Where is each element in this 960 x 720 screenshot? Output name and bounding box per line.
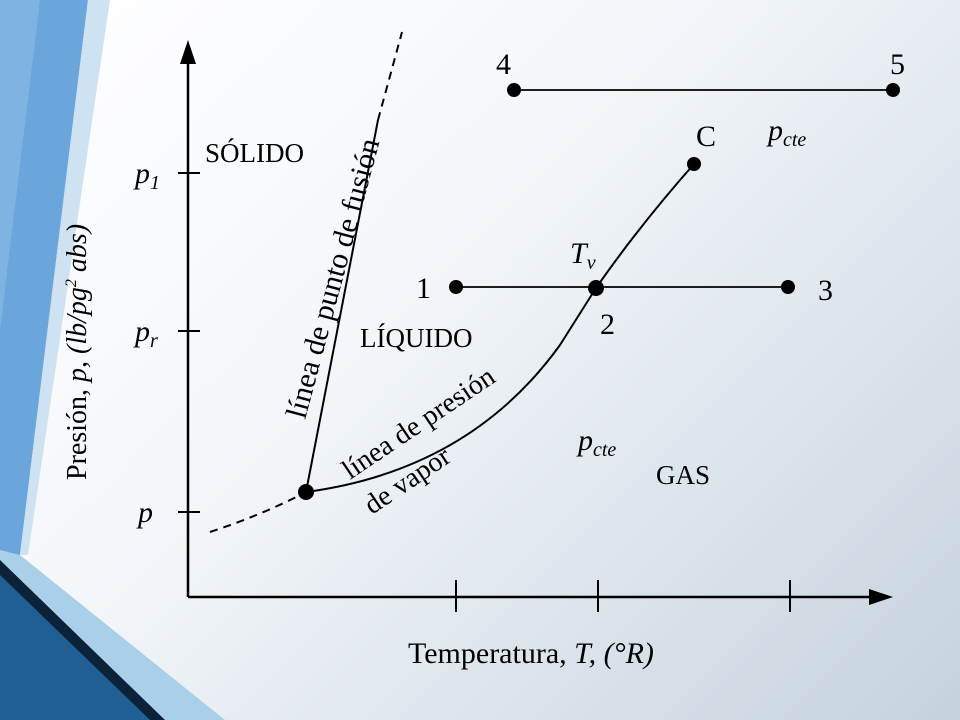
- point-3: [781, 280, 795, 294]
- curves: [209, 31, 893, 533]
- y-tick-label-pr: pr: [133, 315, 158, 352]
- point-1: [449, 280, 463, 294]
- y-tick-label-p: p: [136, 496, 153, 529]
- region-gas-label: GAS: [656, 460, 710, 490]
- decorative-left-band: [0, 0, 110, 555]
- point-2-label: 2: [600, 308, 615, 341]
- fusion-line-label: línea de punto de fusión: [280, 135, 386, 422]
- vapor-pressure-line: [305, 163, 695, 493]
- point-3-label: 3: [818, 274, 833, 307]
- tv-label: Tv: [570, 237, 596, 274]
- point-1-label: 1: [416, 272, 431, 305]
- sublimation-line-dashed: [209, 491, 307, 533]
- y-axis-arrow-icon: [180, 40, 196, 64]
- y-tick-labels: p1 pr p: [133, 157, 160, 529]
- pcte-label-bottom: pcte: [576, 424, 616, 461]
- point-4: [507, 83, 521, 97]
- critical-point-label: C: [696, 120, 716, 153]
- triple-point: [298, 484, 314, 500]
- x-axis-title: Temperatura, T, (°R): [408, 637, 654, 670]
- points: [298, 83, 900, 500]
- point-5-label: 5: [890, 48, 905, 81]
- y-axis-title: Presión, p, (lb/pg2 abs): [62, 224, 93, 480]
- region-liquid-label: LÍQUIDO: [360, 323, 472, 353]
- region-solid-label: SÓLIDO: [205, 138, 304, 168]
- y-tick-label-p1: p1: [133, 157, 160, 194]
- point-5: [886, 83, 900, 97]
- axes: [178, 40, 893, 612]
- critical-point: [687, 157, 701, 171]
- fusion-line-dashed: [377, 31, 403, 121]
- point-2: [588, 280, 604, 296]
- fusion-line: [305, 119, 379, 493]
- decorative-bottom-corner: [0, 550, 225, 720]
- pcte-label-top: pcte: [766, 114, 806, 151]
- point-4-label: 4: [496, 48, 511, 81]
- x-axis-arrow-icon: [869, 589, 893, 605]
